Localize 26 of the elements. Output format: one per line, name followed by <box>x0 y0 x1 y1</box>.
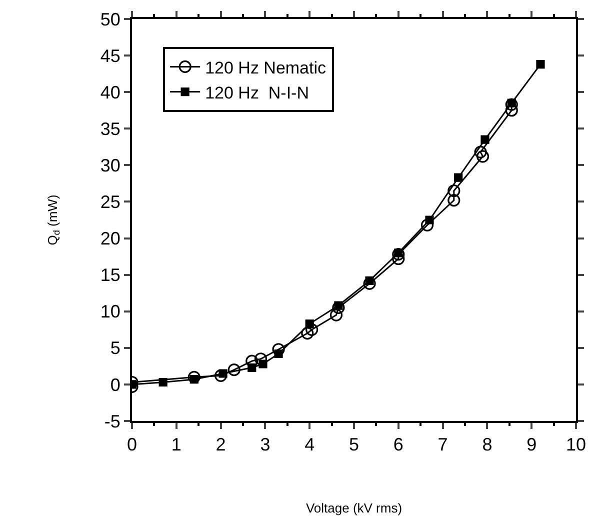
x-tick-label: 5 <box>348 434 360 455</box>
y-tick-label: 50 <box>100 9 120 30</box>
y-tick-label: 0 <box>110 374 120 395</box>
x-tick-label: 0 <box>126 434 138 455</box>
x-tick-label: 9 <box>526 434 537 455</box>
x-tick-label: 7 <box>438 434 448 455</box>
y-tick-label: 35 <box>100 118 120 139</box>
x-tick-label: 4 <box>304 434 315 455</box>
y-tick-label: 45 <box>100 46 120 66</box>
y-tick-label: 10 <box>100 302 120 322</box>
x-tick-label: 8 <box>482 434 492 455</box>
y-tick-label: 15 <box>100 265 120 286</box>
x-tick-label: 6 <box>393 434 404 455</box>
legend-label: 120 Hz N-I-N <box>205 83 309 102</box>
y-tick-label: 5 <box>110 338 120 358</box>
y-tick-label: -5 <box>104 411 120 432</box>
x-axis-title: Voltage (kV rms) <box>306 500 402 516</box>
x-tick-label: 1 <box>171 434 182 455</box>
y-tick-label: 40 <box>100 82 120 102</box>
legend-label: 120 Hz Nematic <box>205 58 327 78</box>
y-tick-label: 20 <box>100 228 120 249</box>
x-tick-label: 3 <box>260 434 270 455</box>
y-tick-label: 25 <box>100 192 120 212</box>
x-tick-label: 10 <box>566 434 586 455</box>
x-tick-label: 2 <box>216 434 226 455</box>
y-tick-label: 30 <box>100 155 120 176</box>
